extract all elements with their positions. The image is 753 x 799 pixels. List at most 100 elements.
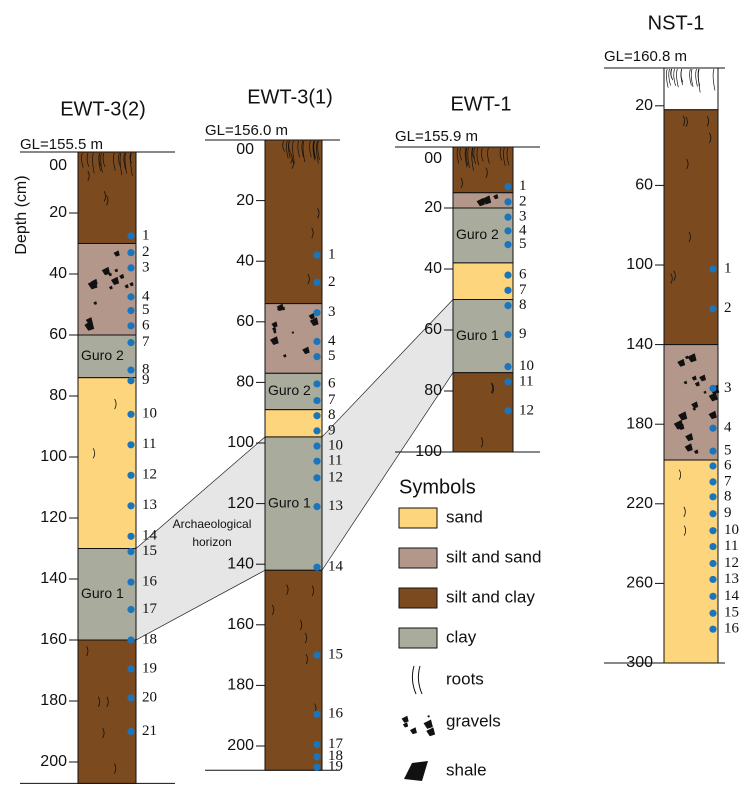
sample-dot [127, 411, 134, 418]
sample-dot [709, 543, 716, 550]
layer-label: Guro 1 [456, 327, 499, 343]
sample-label: 9 [724, 505, 732, 521]
layer-label: Guro 2 [268, 382, 311, 398]
sample-dot [127, 502, 134, 509]
sample-label: 5 [328, 348, 336, 364]
sample-dot [504, 407, 511, 414]
sample-dot [709, 593, 716, 600]
sample-label: 2 [328, 274, 336, 290]
sample-label: 19 [142, 660, 157, 676]
tick-label: 60 [236, 313, 254, 330]
sample-label: 7 [142, 334, 150, 350]
sample-dot [313, 741, 320, 748]
sample-dot [504, 183, 511, 190]
tick-label: 200 [227, 737, 254, 754]
sample-label: 1 [724, 260, 732, 276]
ground-level: GL=160.8 m [604, 48, 687, 65]
sample-dot [504, 302, 511, 309]
sample-label: 16 [142, 573, 158, 589]
sample-label: 4 [328, 333, 336, 349]
horizon-label: horizon [192, 535, 231, 549]
horizon-label: Archaeological [173, 517, 252, 531]
sample-label: 13 [142, 497, 157, 513]
sample-dot [313, 397, 320, 404]
sample-dot [504, 363, 511, 370]
sample-label: 14 [328, 559, 344, 575]
sample-dot [313, 380, 320, 387]
tick-label: 120 [40, 509, 67, 526]
tick-label: 40 [236, 252, 254, 269]
sample-dot [313, 338, 320, 345]
column: EWT-3(2)GL=155.5 mGuro 2Guro 10020406080… [20, 98, 175, 783]
sample-dot [709, 305, 716, 312]
sample-dot [127, 694, 134, 701]
column-title: EWT-3(2) [60, 98, 146, 120]
sample-label: 9 [519, 326, 527, 342]
ground-level: GL=156.0 m [205, 122, 288, 139]
layer [453, 373, 513, 452]
tick-label: 00 [424, 150, 442, 167]
sample-dot [504, 287, 511, 294]
sample-dot [127, 665, 134, 672]
tick-label: 180 [626, 415, 653, 432]
sample-dot [709, 493, 716, 500]
sample-dot [709, 527, 716, 534]
ground-level: GL=155.5 m [20, 136, 103, 153]
sample-label: 5 [519, 236, 527, 252]
sample-label: 4 [724, 420, 732, 436]
sample-dot [127, 472, 134, 479]
sample-dot [313, 474, 320, 481]
sample-dot [709, 425, 716, 432]
sample-label: 10 [724, 522, 739, 538]
layer [265, 410, 322, 437]
ground-level: GL=155.9 m [395, 128, 478, 145]
legend-label: roots [446, 669, 484, 688]
legend: Symbolssandsilt and sandsilt and claycla… [399, 476, 541, 781]
sample-dot [127, 606, 134, 613]
sample-label: 12 [142, 467, 157, 483]
tick-label: 00 [49, 157, 67, 174]
sample-dot [504, 214, 511, 221]
sample-label: 8 [724, 488, 732, 504]
sample-dot [313, 412, 320, 419]
sample-dot [709, 385, 716, 392]
tick-label: 220 [626, 495, 653, 512]
tick-label: 60 [635, 177, 653, 194]
sample-label: 2 [519, 193, 527, 209]
legend-roots [412, 666, 422, 694]
sample-label: 14 [724, 588, 740, 604]
sample-label: 12 [519, 402, 534, 418]
column-title: EWT-3(1) [247, 86, 333, 108]
sample-dot [127, 728, 134, 735]
sample-dot [709, 265, 716, 272]
legend-swatch [399, 508, 437, 528]
tick-label: 80 [424, 382, 442, 399]
sample-dot [127, 548, 134, 555]
legend-swatch [399, 588, 437, 608]
tick-label: 20 [635, 97, 653, 114]
gravel [403, 722, 408, 727]
sample-label: 10 [328, 437, 343, 453]
sample-dot [313, 427, 320, 434]
sample-dot [127, 533, 134, 540]
layer [265, 570, 322, 770]
sample-dot [504, 272, 511, 279]
sample-dot [709, 610, 716, 617]
column-title: EWT-1 [450, 93, 511, 115]
sample-dot [709, 462, 716, 469]
sample-label: 18 [142, 631, 157, 647]
sample-label: 8 [519, 297, 527, 313]
sample-dot [313, 764, 320, 771]
sample-label: 6 [724, 457, 732, 473]
sample-label: 21 [142, 723, 157, 739]
sample-dot [127, 578, 134, 585]
sample-dot [127, 264, 134, 271]
sample-dot [127, 249, 134, 256]
gravel [424, 720, 433, 729]
tick-label: 300 [626, 654, 653, 671]
sample-dot [313, 753, 320, 760]
tick-label: 100 [40, 448, 67, 465]
tick-label: 160 [40, 631, 67, 648]
page: Stratigraphic columns {"depth_label": "D… [0, 0, 753, 799]
sample-dot [313, 353, 320, 360]
